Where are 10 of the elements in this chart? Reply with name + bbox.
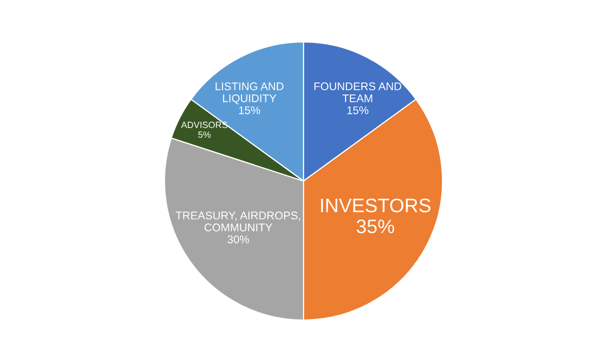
slice-label: LISTING AND LIQUIDITY	[216, 82, 284, 104]
slice-label: INVESTORS	[321, 198, 430, 212]
slice-label: FOUNDERS AND TEAM	[314, 82, 402, 102]
slice-label: TREASURY, AIRDROPS, COMMUNITY	[176, 212, 300, 232]
data-label: 15%	[239, 106, 260, 114]
slice-label: ADVISORS	[181, 122, 228, 128]
data-label: 35%	[356, 220, 394, 234]
data-label: 15%	[347, 106, 368, 114]
data-label: 30%	[228, 235, 249, 244]
data-label: 5%	[198, 131, 211, 138]
